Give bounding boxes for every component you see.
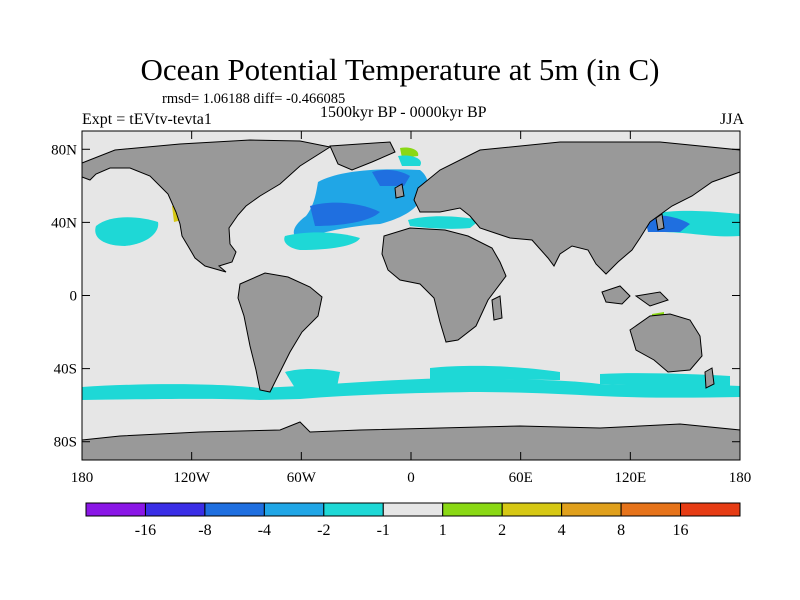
mediterranean-cooling (408, 216, 480, 229)
south-america-landmass (237, 272, 323, 393)
lon-tick-label: 180 (71, 470, 94, 486)
greenland-landmass (329, 141, 396, 171)
colorbar-label: 16 (673, 522, 689, 539)
japan-island (655, 213, 665, 231)
subtropical-atlantic-cooling (284, 232, 360, 250)
madagascar-island (491, 295, 503, 321)
lon-tick-label: 120W (173, 470, 211, 486)
colorbar-label: -8 (198, 522, 211, 539)
maritime-continent-island (601, 285, 631, 305)
colorbar-segment (442, 502, 503, 517)
lat-tick-label: 40N (51, 215, 77, 231)
north-pacific-cooling (95, 217, 159, 246)
south-atlantic-cooling (285, 369, 340, 396)
lat-tick-label: 80S (54, 435, 77, 451)
new-guinea-island (634, 291, 669, 307)
new-zealand-island (704, 367, 715, 389)
lat-tick-label: 0 (70, 289, 78, 305)
south-indian-cooling (430, 365, 560, 380)
colorbar-label: 1 (439, 522, 447, 539)
rmsd-diff-stats: rmsd= 1.06188 diff= -0.466085 (162, 91, 346, 107)
british-isles-island (394, 183, 405, 199)
colorbar-label: 2 (498, 522, 506, 539)
lat-tick-label: 80N (51, 142, 77, 158)
colorbar-segment (85, 502, 146, 517)
map-tick-labels: 80N 40N 0 40S 80S 180 120W 60W 0 60E 120E 180 (51, 142, 751, 486)
south-pacific-cooling (600, 373, 730, 386)
lon-tick-label: 60E (509, 470, 533, 486)
colorbar-segment (561, 502, 622, 517)
lon-tick-label: 60W (287, 470, 317, 486)
map-plot-area (81, 130, 741, 461)
colorbar-segment (620, 502, 682, 517)
nordic-seas-warming (400, 147, 419, 158)
colorbar-label: -1 (377, 522, 390, 539)
colorbar-segment (323, 502, 384, 517)
gulf-stream-strong-cooling (310, 202, 380, 226)
colorbar-segment (382, 502, 444, 517)
colorbar-segment (501, 502, 563, 517)
lon-tick-label: 120E (614, 470, 646, 486)
continents (81, 139, 741, 461)
colorbar-segment (680, 502, 741, 517)
map-title: Ocean Potential Temperature at 5m (in C) (140, 52, 660, 87)
africa-landmass (381, 227, 507, 343)
colorbar-segment (204, 502, 265, 517)
lat-tick-label: 40S (54, 362, 77, 378)
experiment-label: Expt = tEVtv-tevta1 (82, 111, 212, 128)
map-tick-marks (81, 131, 741, 460)
colorbar-segment (263, 502, 325, 517)
colorbar: -16 -8 -4 -2 -1 1 2 4 8 16 (85, 502, 741, 539)
colorbar-segment (144, 502, 206, 517)
colorbar-label: -4 (258, 522, 271, 539)
southern-ocean-cooling-band (82, 378, 740, 400)
lon-tick-label: 0 (407, 470, 415, 486)
colorbar-label: 8 (617, 522, 625, 539)
season-label: JJA (719, 111, 744, 128)
nordic-seas-cooling (398, 155, 421, 166)
lon-tick-label: 180 (729, 470, 752, 486)
subpolar-gyre-strong-cooling (372, 169, 410, 186)
period-label: 1500kyr BP - 0000kyr BP (320, 104, 487, 121)
colorbar-label: 4 (558, 522, 566, 539)
colorbar-label: -2 (317, 522, 330, 539)
colorbar-label: -16 (135, 522, 156, 539)
australia-landmass (629, 313, 703, 373)
